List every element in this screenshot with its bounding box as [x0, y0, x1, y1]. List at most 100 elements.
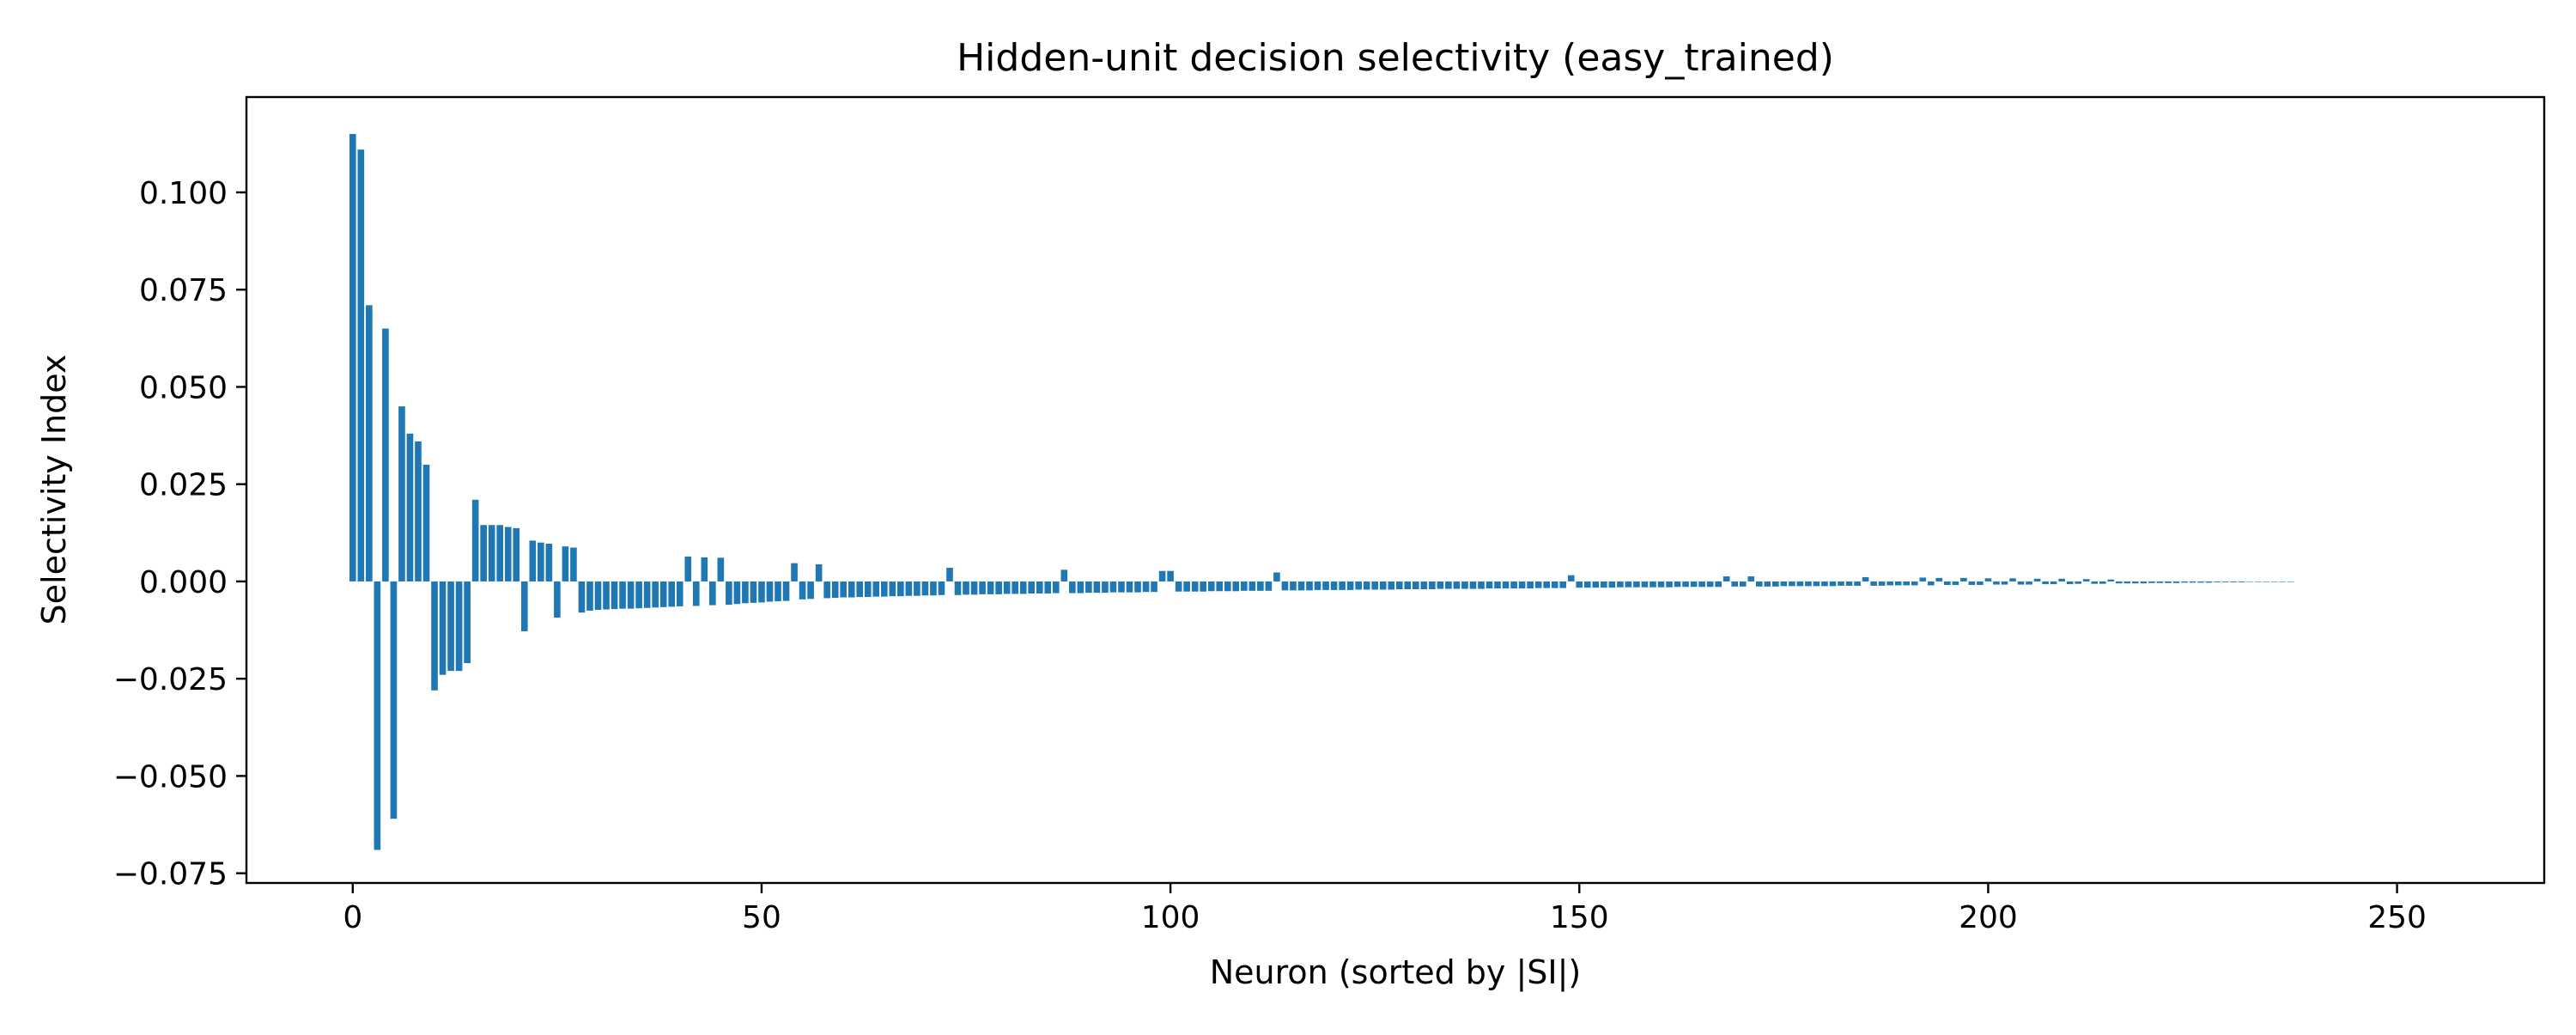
bar-neuron-73 — [946, 568, 953, 581]
bar-neuron-208 — [2050, 581, 2057, 585]
bar-neuron-134 — [1445, 581, 1452, 589]
bar-neuron-7 — [406, 433, 414, 581]
y-tick-label: −0.025 — [113, 662, 228, 697]
bar-neuron-228 — [2214, 581, 2221, 582]
y-axis-ticks: −0.075 −0.050 −0.025 0.000 0.025 0.050 0.075 0.… — [113, 176, 246, 892]
bar-neuron-158 — [1641, 581, 1649, 588]
bar-neuron-91 — [1093, 581, 1101, 594]
bar-neuron-153 — [1601, 581, 1607, 588]
bar-neuron-89 — [1077, 581, 1084, 594]
x-tick-label: 200 — [1959, 900, 2018, 935]
bar-neuron-106 — [1216, 581, 1224, 592]
bar-neuron-109 — [1241, 581, 1248, 591]
bar-neuron-15 — [471, 499, 479, 581]
bar-neuron-141 — [1502, 581, 1510, 589]
bar-neuron-159 — [1649, 581, 1656, 588]
bar-neuron-34 — [627, 581, 635, 609]
bar-neuron-212 — [2082, 579, 2090, 581]
bar-neuron-69 — [914, 581, 920, 596]
bar-neuron-156 — [1625, 581, 1632, 588]
bar-neuron-145 — [1534, 581, 1542, 588]
bar-neuron-57 — [815, 564, 823, 581]
bar-neuron-59 — [831, 581, 839, 598]
bar-neuron-180 — [1821, 581, 1828, 587]
bar-neuron-5 — [390, 581, 398, 819]
bar-neuron-35 — [635, 581, 642, 609]
bar-neuron-151 — [1583, 581, 1591, 588]
bar-neuron-237 — [2287, 581, 2294, 582]
bar-neuron-231 — [2238, 581, 2245, 582]
bars-group — [349, 134, 2294, 850]
bar-neuron-10 — [431, 581, 438, 691]
bar-neuron-71 — [930, 581, 937, 596]
bar-neuron-193 — [1927, 581, 1935, 586]
bar-neuron-164 — [1690, 581, 1698, 588]
bar-neuron-1 — [357, 149, 365, 581]
bar-neuron-100 — [1167, 570, 1174, 581]
bar-neuron-104 — [1200, 581, 1207, 592]
bar-neuron-84 — [1036, 581, 1043, 594]
bar-neuron-204 — [2017, 581, 2025, 585]
y-tick-label: 0.050 — [139, 370, 228, 405]
bar-neuron-222 — [2165, 581, 2172, 583]
bar-neuron-155 — [1617, 581, 1624, 588]
bar-neuron-64 — [872, 581, 880, 597]
bar-neuron-121 — [1339, 581, 1346, 590]
bar-neuron-230 — [2230, 581, 2237, 582]
x-tick-label: 0 — [343, 900, 362, 935]
bar-neuron-123 — [1355, 581, 1362, 590]
bar-neuron-226 — [2197, 581, 2204, 583]
bar-neuron-21 — [520, 581, 528, 631]
bar-neuron-95 — [1126, 581, 1133, 593]
bar-neuron-154 — [1608, 581, 1616, 588]
bar-neuron-52 — [775, 581, 781, 602]
bar-neuron-236 — [2279, 581, 2287, 582]
bar-neuron-199 — [1977, 581, 1984, 586]
bar-neuron-92 — [1102, 581, 1109, 594]
bar-neuron-192 — [1919, 577, 1927, 581]
bar-neuron-93 — [1109, 581, 1117, 593]
bar-neuron-124 — [1363, 581, 1370, 590]
bar-neuron-8 — [415, 441, 422, 581]
bar-neuron-187 — [1878, 581, 1886, 586]
bar-neuron-224 — [2181, 581, 2188, 583]
y-tick-label: 0.100 — [139, 176, 228, 211]
bar-neuron-215 — [2107, 579, 2115, 581]
bar-neuron-85 — [1044, 581, 1052, 594]
bar-neuron-234 — [2263, 581, 2270, 582]
y-axis-label: Selectivity Index — [35, 355, 73, 625]
bar-neuron-202 — [2001, 581, 2008, 585]
bar-neuron-206 — [2033, 578, 2041, 581]
bar-neuron-48 — [742, 581, 749, 604]
bar-neuron-217 — [2123, 581, 2131, 584]
bar-neuron-149 — [1567, 575, 1575, 581]
bar-neuron-200 — [1984, 578, 1992, 581]
bar-neuron-76 — [970, 581, 978, 595]
bar-neuron-173 — [1764, 581, 1771, 587]
bar-neuron-108 — [1232, 581, 1240, 592]
bar-neuron-24 — [545, 544, 553, 581]
bar-neuron-178 — [1805, 581, 1812, 587]
y-tick-label: 0.000 — [139, 565, 228, 600]
y-tick-label: 0.075 — [139, 273, 228, 308]
bar-neuron-201 — [1993, 581, 2000, 585]
bar-neuron-229 — [2221, 581, 2229, 582]
bar-neuron-233 — [2254, 581, 2262, 582]
bar-neuron-144 — [1527, 581, 1534, 589]
bar-neuron-135 — [1453, 581, 1461, 589]
bar-neuron-120 — [1330, 581, 1338, 590]
x-tick-label: 150 — [1550, 900, 1609, 935]
bar-neuron-225 — [2189, 581, 2196, 583]
bar-neuron-72 — [938, 581, 945, 595]
bar-neuron-87 — [1060, 569, 1068, 581]
bar-neuron-67 — [897, 581, 904, 597]
bar-neuron-220 — [2148, 581, 2155, 583]
bar-neuron-216 — [2115, 581, 2123, 584]
bar-neuron-63 — [864, 581, 872, 598]
bar-neuron-25 — [554, 581, 561, 618]
bar-neuron-101 — [1175, 581, 1182, 592]
bar-neuron-46 — [726, 581, 732, 606]
bar-neuron-167 — [1715, 581, 1722, 588]
bar-neuron-54 — [791, 563, 798, 581]
